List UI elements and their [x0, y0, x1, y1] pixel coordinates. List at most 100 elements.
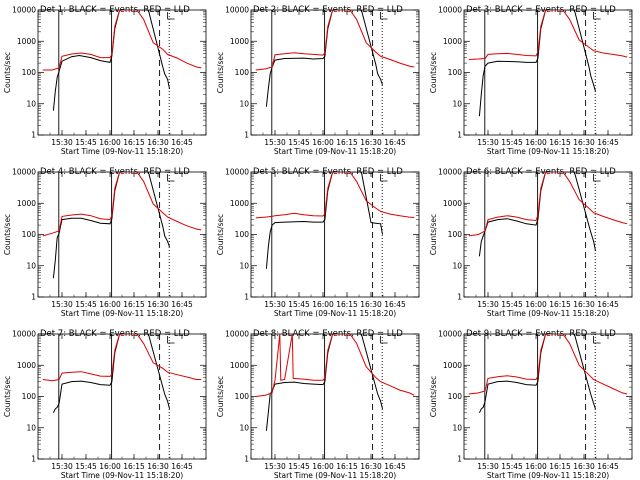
y-tick-label: 10: [452, 99, 462, 108]
y-axis-label: Counts/sec: [3, 376, 12, 417]
x-tick-label: 15:30: [51, 462, 73, 471]
segment-bracket: [380, 174, 388, 182]
x-tick-label: 16:00: [99, 138, 121, 147]
x-tick-label: 15:30: [477, 138, 499, 147]
x-tick-label: 16:45: [384, 138, 406, 147]
y-tick-label: 1000: [230, 361, 249, 370]
segment-bracket: [167, 12, 175, 20]
detector-panel-2: Det 2: BLACK = Events, RED = LLD Counts/s…: [216, 5, 420, 156]
y-axis-label: Counts/sec: [3, 214, 12, 255]
y-tick-label: 10: [239, 99, 249, 108]
x-tick-label: 16:15: [336, 300, 358, 309]
y-tick-label: 10000: [438, 6, 462, 15]
panel-title: Det 1: BLACK = Events, RED = LLD: [40, 5, 190, 15]
detector-panel-9: Det 9: BLACK = Events, RED = LLD Counts/s…: [429, 329, 633, 480]
y-axis-label: Counts/sec: [429, 376, 438, 417]
y-tick-label: 1000: [17, 361, 36, 370]
plot-frame: [37, 333, 207, 460]
y-tick-label: 100: [448, 68, 463, 77]
x-tick-label: 16:00: [99, 462, 121, 471]
y-tick-label: 10000: [12, 168, 36, 177]
plot-frame: [37, 171, 207, 298]
detector-panel-7: Det 7: BLACK = Events, RED = LLD Counts/s…: [3, 329, 207, 480]
panel-title: Det 3: BLACK = Events, RED = LLD: [466, 5, 616, 15]
x-axis-label: Start Time (09-Nov-11 15:18:20): [487, 147, 609, 156]
x-tick-label: 16:00: [312, 462, 334, 471]
x-tick-label: 16:30: [360, 138, 382, 147]
series-events: [478, 172, 596, 257]
y-tick-label: 100: [235, 392, 250, 401]
detector-panel-3: Det 3: BLACK = Events, RED = LLD Counts/s…: [429, 5, 633, 156]
x-tick-label: 16:00: [525, 462, 547, 471]
series-events: [52, 334, 170, 414]
x-tick-label: 16:15: [549, 138, 571, 147]
y-axis-label: Counts/sec: [3, 52, 12, 93]
series-events: [265, 10, 383, 107]
x-tick-label: 15:30: [51, 300, 73, 309]
x-tick-label: 15:30: [477, 462, 499, 471]
x-tick-label: 15:30: [264, 462, 286, 471]
x-tick-label: 16:45: [171, 138, 193, 147]
x-tick-label: 16:30: [147, 462, 169, 471]
y-tick-label: 100: [22, 230, 37, 239]
x-tick-label: 15:30: [264, 138, 286, 147]
x-tick-label: 16:15: [123, 300, 145, 309]
x-tick-label: 15:45: [75, 462, 97, 471]
series-events: [265, 172, 383, 269]
x-tick-label: 15:30: [51, 138, 73, 147]
y-tick-label: 10000: [225, 168, 249, 177]
y-axis-label: Counts/sec: [216, 214, 225, 255]
y-tick-label: 10: [452, 261, 462, 270]
y-tick-label: 10: [239, 423, 249, 432]
x-axis-label: Start Time (09-Nov-11 15:18:20): [61, 147, 183, 156]
series-lld: [42, 10, 202, 71]
x-tick-label: 15:45: [501, 138, 523, 147]
x-axis-label: Start Time (09-Nov-11 15:18:20): [61, 309, 183, 318]
x-tick-label: 16:15: [336, 462, 358, 471]
x-tick-label: 15:45: [501, 300, 523, 309]
y-axis-label: Counts/sec: [429, 214, 438, 255]
panel-title: Det 5: BLACK = Events, RED = LLD: [253, 167, 403, 177]
x-tick-label: 16:00: [312, 138, 334, 147]
series-lld: [42, 172, 202, 237]
segment-bracket: [593, 336, 601, 344]
plot-frame: [463, 171, 633, 298]
x-tick-label: 16:30: [573, 138, 595, 147]
series-lld: [468, 172, 628, 237]
series-lld: [468, 10, 628, 60]
detector-panel-4: Det 4: BLACK = Events, RED = LLD Counts/s…: [3, 167, 207, 318]
detector-panel-5: Det 5: BLACK = Events, RED = LLD Counts/s…: [216, 167, 420, 318]
x-tick-label: 16:30: [147, 300, 169, 309]
detector-panel-1: Det 1: BLACK = Events, RED = LLD Counts/s…: [3, 5, 207, 156]
y-axis-label: Counts/sec: [429, 52, 438, 93]
detector-panel-8: Det 8: BLACK = Events, RED = LLD Counts/s…: [216, 329, 420, 480]
y-tick-label: 100: [448, 230, 463, 239]
x-tick-label: 16:15: [123, 138, 145, 147]
panel-title: Det 4: BLACK = Events, RED = LLD: [40, 167, 190, 177]
y-tick-label: 1: [244, 293, 249, 302]
y-tick-label: 100: [235, 230, 250, 239]
segment-bracket: [380, 12, 388, 20]
series-events: [52, 172, 170, 279]
y-tick-label: 1000: [17, 37, 36, 46]
plot-frame: [37, 9, 207, 136]
series-events: [478, 334, 596, 414]
y-tick-label: 100: [22, 392, 37, 401]
y-tick-label: 1000: [230, 37, 249, 46]
segment-bracket: [167, 336, 175, 344]
series-events: [265, 334, 383, 431]
x-tick-label: 16:00: [99, 300, 121, 309]
x-axis-label: Start Time (09-Nov-11 15:18:20): [274, 309, 396, 318]
x-tick-label: 15:45: [501, 462, 523, 471]
panel-title: Det 2: BLACK = Events, RED = LLD: [253, 5, 403, 15]
y-tick-label: 1: [31, 293, 36, 302]
y-tick-label: 10000: [12, 330, 36, 339]
x-tick-label: 15:45: [288, 300, 310, 309]
y-tick-label: 100: [22, 68, 37, 77]
x-axis-label: Start Time (09-Nov-11 15:18:20): [274, 471, 396, 480]
panel-title: Det 6: BLACK = Events, RED = LLD: [466, 167, 616, 177]
panel-title: Det 8: BLACK = Events, RED = LLD: [253, 329, 403, 339]
x-tick-label: 15:45: [75, 300, 97, 309]
x-tick-label: 16:45: [384, 300, 406, 309]
y-tick-label: 1000: [443, 37, 462, 46]
